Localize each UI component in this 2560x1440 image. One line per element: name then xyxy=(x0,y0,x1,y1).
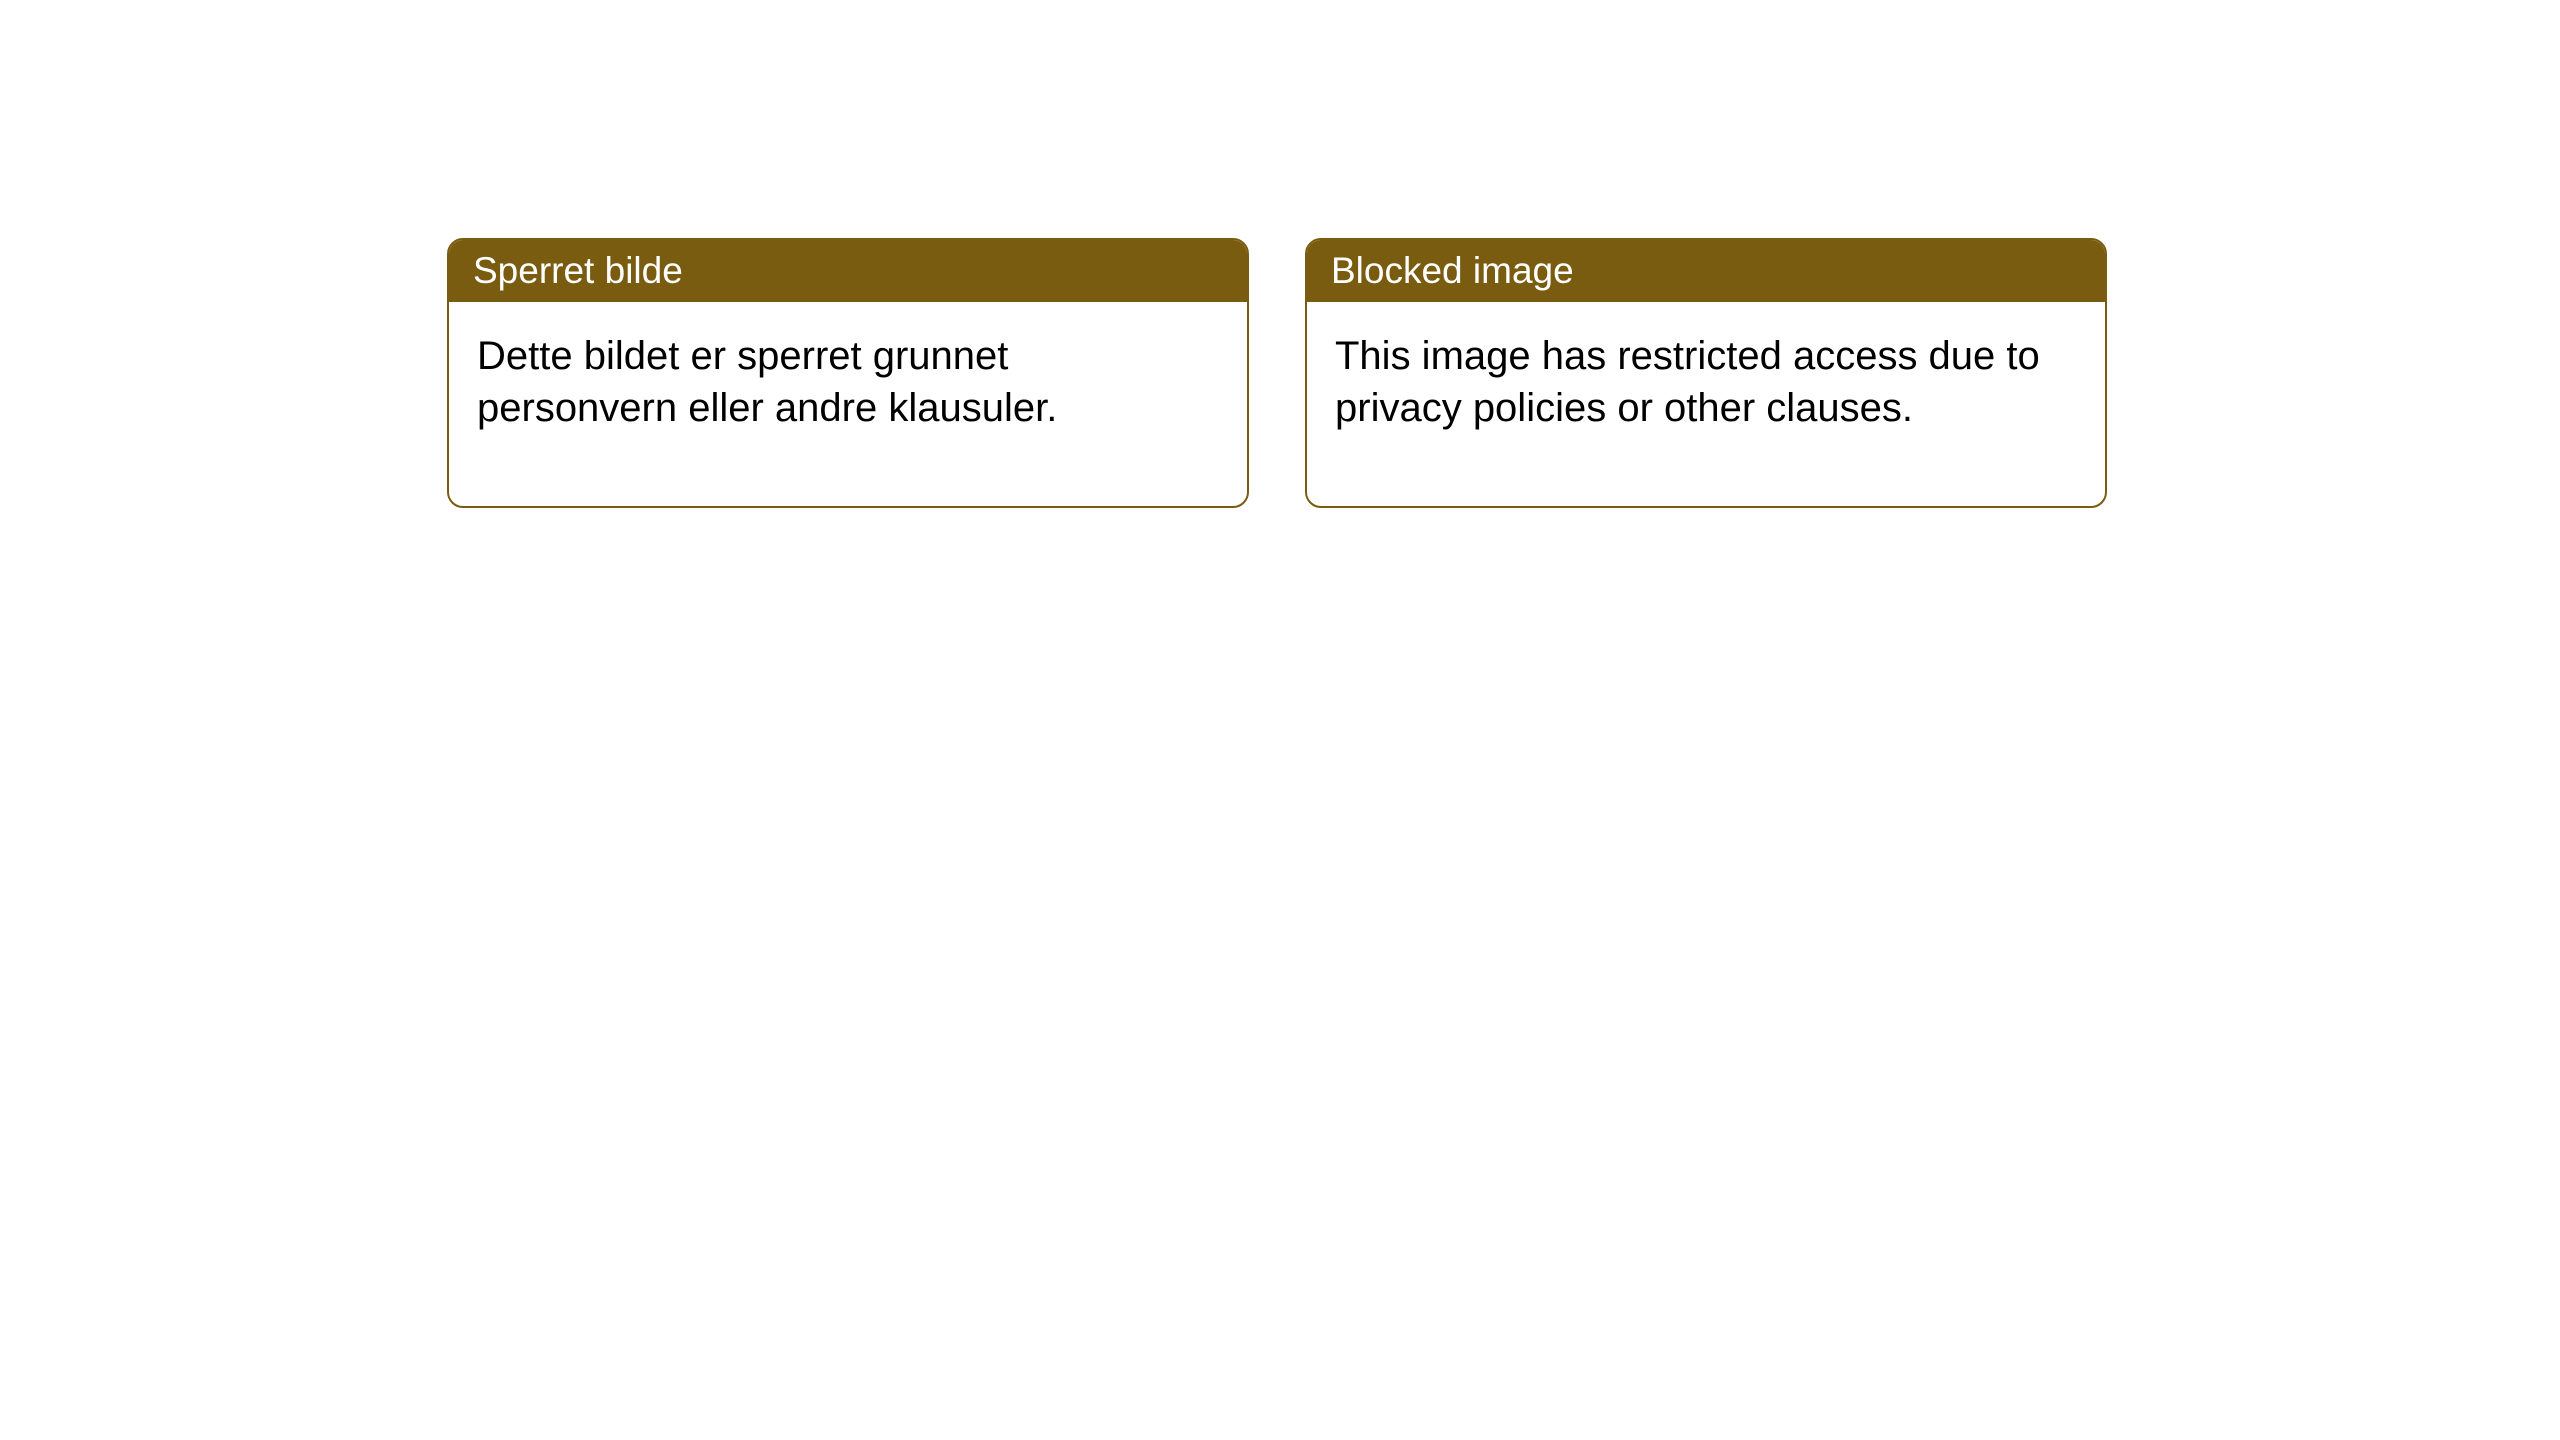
card-body: This image has restricted access due to … xyxy=(1307,302,2105,506)
card-message: This image has restricted access due to … xyxy=(1335,334,2040,430)
card-title: Blocked image xyxy=(1331,250,1574,291)
blocked-image-card-no: Sperret bilde Dette bildet er sperret gr… xyxy=(447,238,1249,508)
card-container: Sperret bilde Dette bildet er sperret gr… xyxy=(0,0,2560,508)
card-header: Blocked image xyxy=(1307,240,2105,302)
card-message: Dette bildet er sperret grunnet personve… xyxy=(477,334,1057,430)
card-body: Dette bildet er sperret grunnet personve… xyxy=(449,302,1247,506)
card-header: Sperret bilde xyxy=(449,240,1247,302)
card-title: Sperret bilde xyxy=(473,250,683,291)
blocked-image-card-en: Blocked image This image has restricted … xyxy=(1305,238,2107,508)
